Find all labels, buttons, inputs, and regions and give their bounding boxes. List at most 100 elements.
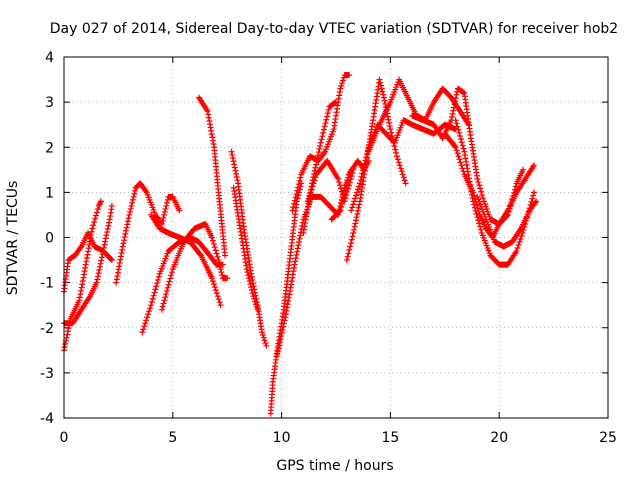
- data-point: [354, 211, 361, 218]
- data-point: [209, 278, 216, 285]
- data-point: [212, 287, 219, 294]
- data-point: [337, 182, 344, 189]
- data-point: [97, 198, 104, 205]
- data-point: [452, 117, 459, 124]
- data-point: [280, 320, 287, 327]
- data-point: [141, 323, 148, 330]
- data-point: [152, 286, 159, 293]
- data-point: [217, 302, 224, 309]
- data-point: [457, 136, 464, 143]
- data-point: [336, 179, 343, 186]
- data-point: [354, 207, 361, 214]
- data-point: [99, 251, 106, 258]
- data-point: [253, 303, 260, 310]
- data-point: [146, 308, 153, 315]
- data-point: [143, 317, 150, 324]
- data-point: [224, 275, 231, 282]
- data-point: [90, 222, 97, 229]
- data-point: [154, 280, 161, 287]
- data-point: [108, 202, 115, 209]
- y-tick-label: -2: [40, 321, 54, 337]
- series-s18: [348, 117, 459, 214]
- data-point: [228, 148, 235, 155]
- series-s3: [61, 202, 115, 327]
- data-point: [248, 273, 255, 280]
- data-point: [124, 221, 131, 228]
- data-point: [150, 292, 157, 299]
- data-point: [297, 174, 304, 181]
- data-point: [293, 251, 300, 258]
- data-point: [353, 217, 360, 224]
- data-point: [159, 217, 166, 224]
- data-point: [222, 252, 229, 259]
- y-axis-label: SDTVAR / TECUs: [5, 181, 21, 296]
- data-point: [314, 155, 321, 162]
- data-point: [294, 248, 301, 255]
- data-point: [450, 107, 457, 114]
- data-point: [229, 151, 236, 158]
- data-point: [312, 174, 319, 181]
- data-point: [107, 256, 114, 263]
- data-point: [217, 266, 224, 273]
- data-point: [145, 311, 152, 318]
- data-point: [353, 214, 360, 221]
- data-point: [151, 289, 158, 296]
- data-point: [100, 248, 107, 255]
- data-point: [312, 164, 319, 171]
- data-point: [451, 101, 458, 108]
- data-point: [163, 202, 170, 209]
- data-point: [350, 201, 357, 208]
- data-point: [355, 183, 362, 190]
- data-point: [397, 165, 404, 172]
- data-point: [64, 331, 71, 338]
- data-point: [96, 263, 103, 270]
- data-point: [295, 181, 302, 188]
- data-point: [477, 223, 484, 230]
- data-point: [245, 275, 252, 282]
- data-point: [518, 232, 525, 239]
- data-point: [452, 144, 459, 151]
- data-point: [122, 230, 129, 237]
- data-point: [456, 156, 463, 163]
- data-point: [120, 240, 127, 247]
- data-point: [337, 185, 344, 192]
- data-point: [315, 149, 322, 156]
- data-point: [388, 129, 395, 136]
- data-point: [474, 214, 481, 221]
- data-point: [480, 195, 487, 202]
- data-point: [95, 270, 102, 277]
- data-point: [332, 99, 339, 106]
- data-point: [233, 170, 240, 177]
- data-point: [476, 182, 483, 189]
- y-tick-label: 4: [45, 50, 54, 66]
- data-point: [346, 72, 353, 79]
- data-point: [127, 205, 134, 212]
- data-point: [232, 167, 239, 174]
- data-point: [309, 183, 316, 190]
- data-point: [165, 281, 172, 288]
- chart-title: Day 027 of 2014, Sidereal Day-to-day VTE…: [50, 21, 618, 37]
- data-point: [324, 113, 331, 120]
- data-point: [259, 329, 266, 336]
- data-point: [311, 177, 318, 184]
- data-point: [460, 145, 467, 152]
- data-point: [259, 331, 266, 338]
- data-point: [351, 223, 358, 230]
- data-point: [360, 167, 367, 174]
- data-point: [292, 194, 299, 201]
- y-tick-label: -3: [40, 366, 54, 382]
- data-point: [459, 142, 466, 149]
- data-point: [231, 164, 238, 171]
- x-tick-label: 5: [168, 430, 177, 446]
- data-point: [247, 281, 254, 288]
- data-point: [338, 204, 345, 211]
- data-point: [384, 113, 391, 120]
- data-point: [233, 174, 240, 181]
- data-point: [392, 146, 399, 153]
- data-point: [385, 116, 392, 123]
- data-point: [102, 235, 109, 242]
- data-point: [104, 229, 111, 236]
- data-point: [393, 149, 400, 156]
- data-point: [354, 189, 361, 196]
- data-point: [292, 258, 299, 265]
